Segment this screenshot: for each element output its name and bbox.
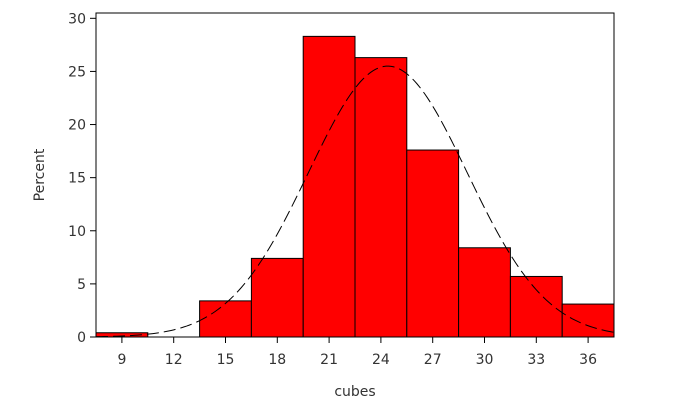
y-tick-label: 20	[68, 118, 86, 134]
plot-frame	[95, 12, 615, 338]
x-tick-label: 36	[579, 352, 597, 368]
y-tick-label: 5	[77, 277, 86, 293]
y-tick-label: 0	[77, 330, 86, 346]
x-tick-label: 33	[527, 352, 545, 368]
x-tick-label: 15	[217, 352, 235, 368]
x-tick-label: 30	[476, 352, 494, 368]
normal-density-curve	[95, 65, 615, 338]
x-tick-label: 24	[372, 352, 390, 368]
histogram-bar	[561, 303, 615, 338]
histogram-bar	[354, 57, 408, 338]
y-tick-label: 30	[68, 11, 86, 27]
x-tick-label: 9	[117, 352, 126, 368]
y-axis-label: Percent	[32, 148, 48, 201]
histogram-bar	[250, 257, 304, 338]
histogram-bars	[95, 35, 615, 338]
histogram-bar	[458, 247, 511, 338]
y-tick-label: 10	[68, 224, 86, 240]
histogram-bar	[406, 149, 460, 338]
x-tick-label: 27	[424, 352, 442, 368]
y-tick-label: 25	[68, 64, 86, 80]
y-tick-label: 15	[68, 171, 86, 187]
x-tick-label: 21	[320, 352, 338, 368]
x-tick-label: 12	[165, 352, 183, 368]
x-axis: 9 12 15 18 21 24 27 30 33 36	[117, 337, 597, 368]
histogram-bar	[509, 275, 563, 338]
x-tick-label: 18	[268, 352, 286, 368]
histogram-bar	[199, 300, 252, 338]
x-axis-label: cubes	[334, 384, 375, 400]
histogram-bar	[302, 35, 356, 338]
y-axis: 0 5 10 15 20 25 30	[68, 11, 96, 346]
